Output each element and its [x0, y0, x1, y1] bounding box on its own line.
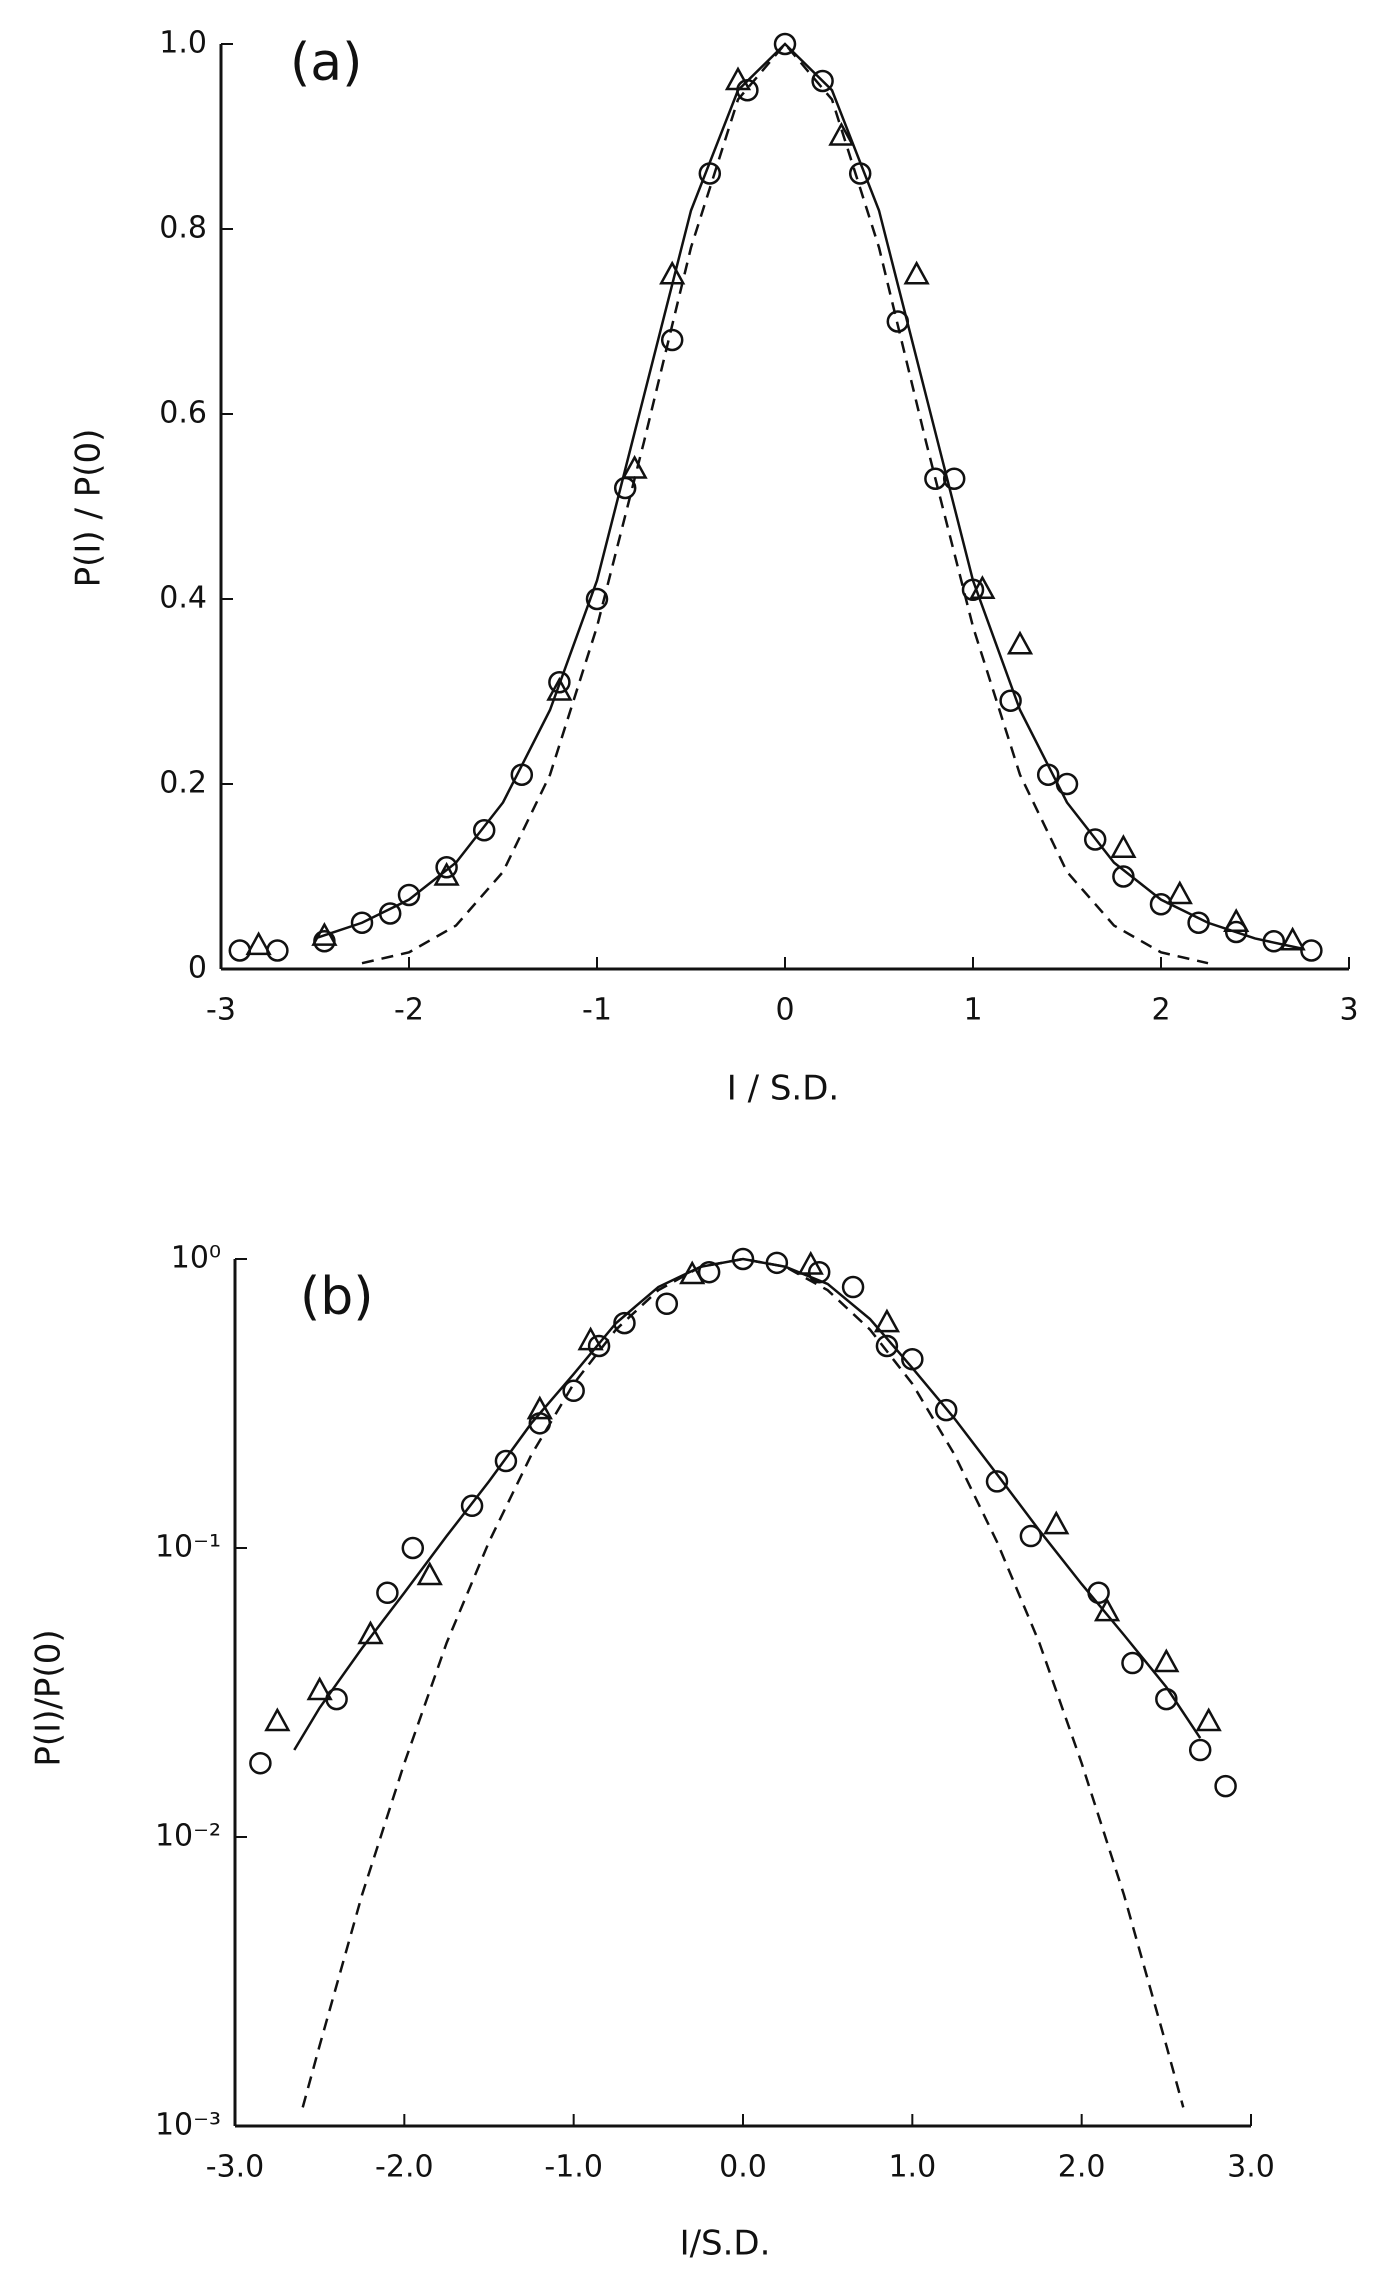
y-axis-label: P(I) / P(0)	[69, 429, 109, 588]
circle-point	[401, 1536, 425, 1560]
triangle-point	[306, 1676, 333, 1701]
x-tick-label: 2	[1151, 993, 1170, 1028]
circle-point	[697, 1260, 721, 1284]
circle-point	[494, 1449, 518, 1473]
circle-point	[460, 1494, 484, 1518]
x-axis-label: I/S.D.	[680, 2224, 771, 2264]
y-tick-label: 1.0	[159, 26, 207, 61]
x-tick-label: 1.0	[888, 2150, 936, 2185]
circle-point	[1121, 1651, 1144, 1675]
x-tick-label: 0	[775, 993, 794, 1028]
triangle-point	[577, 1326, 604, 1351]
circle-point	[660, 328, 684, 352]
triangle-point	[416, 1561, 443, 1586]
circle-point	[773, 32, 797, 56]
y-tick-label: 0.2	[159, 766, 207, 801]
solid-curve	[293, 1257, 1202, 1751]
circle-point	[655, 1292, 679, 1316]
circle-point	[942, 467, 966, 490]
y-tick-label: 0.4	[159, 581, 207, 616]
x-tick-label: -1	[582, 993, 612, 1028]
solid-curve	[314, 42, 1303, 950]
triangle-point	[903, 260, 930, 285]
x-tick-label: -2.0	[375, 2150, 434, 2185]
x-tick-label: -3.0	[206, 2150, 265, 2185]
circle-point	[350, 911, 374, 934]
circle-point	[266, 939, 289, 962]
x-tick-label: -3	[206, 993, 236, 1028]
y-tick-label: 0.8	[159, 211, 207, 246]
circle-point	[841, 1275, 865, 1299]
triangle-point	[1006, 630, 1034, 655]
triangle-point	[1279, 926, 1306, 951]
panel-label: (b)	[300, 1267, 374, 1327]
circle-point	[875, 1334, 899, 1358]
x-tick-label: -2	[394, 993, 424, 1028]
x-axis-label: I / S.D.	[727, 1069, 839, 1109]
circle-point	[228, 939, 252, 962]
x-tick-label: 3.0	[1227, 2150, 1275, 2185]
circle-point	[472, 819, 496, 842]
triangle-point	[245, 931, 272, 956]
circle-point	[1214, 1774, 1237, 1798]
triangle-point	[1153, 1648, 1180, 1673]
triangle-point	[1195, 1707, 1222, 1732]
circle-point	[1188, 1738, 1212, 1762]
circle-point	[999, 689, 1022, 712]
circle-point	[435, 856, 458, 879]
y-tick-label: 0.6	[159, 396, 207, 431]
panel-label: (a)	[290, 33, 362, 93]
dashed-curve	[301, 1257, 1185, 2108]
circle-point	[548, 671, 571, 694]
triangle-point	[1110, 834, 1137, 858]
y-tick-label: 10⁰	[171, 1241, 221, 1276]
circle-point	[731, 1247, 755, 1271]
triangle-point	[1166, 880, 1193, 905]
triangle-point	[546, 676, 573, 701]
triangle-point	[1093, 1597, 1121, 1622]
triangle-point	[873, 1308, 901, 1333]
triangle-point	[1223, 908, 1250, 932]
y-tick-label: 10⁻³	[155, 2108, 221, 2143]
circle-point	[249, 1751, 272, 1775]
circle-point	[1083, 828, 1107, 851]
y-tick-label: 10⁻²	[155, 1819, 221, 1854]
triangle-point	[264, 1707, 291, 1732]
circle-point	[376, 1581, 399, 1605]
circle-point	[1019, 1524, 1043, 1548]
x-tick-label: 3	[1339, 993, 1358, 1028]
circle-point	[985, 1470, 1009, 1493]
triangle-point	[1043, 1510, 1070, 1535]
y-axis-label: P(I)/P(0)	[29, 1629, 69, 1766]
triangle-point	[828, 121, 855, 146]
circle-point	[397, 883, 421, 907]
x-tick-label: 2.0	[1058, 2150, 1106, 2185]
y-tick-label: 0	[188, 951, 207, 986]
x-tick-label: 1	[963, 993, 982, 1028]
x-tick-label: -1.0	[544, 2150, 603, 2185]
triangle-point	[797, 1250, 824, 1275]
circle-point	[811, 69, 834, 93]
circle-point	[587, 1334, 611, 1358]
circle-point	[585, 587, 609, 611]
y-tick-label: 10⁻¹	[155, 1530, 221, 1565]
x-tick-label: 0.0	[719, 2150, 767, 2185]
circle-point	[1087, 1581, 1110, 1605]
dashed-curve	[361, 42, 1209, 965]
circle-point	[562, 1379, 585, 1403]
circle-point	[934, 1398, 958, 1422]
triangle-point	[357, 1620, 384, 1645]
